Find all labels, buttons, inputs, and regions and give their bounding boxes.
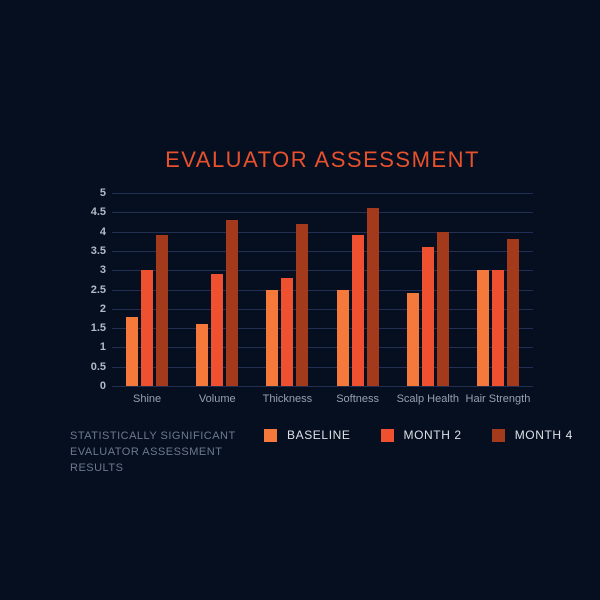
footnote: STATISTICALLY SIGNIFICANT EVALUATOR ASSE… bbox=[70, 428, 236, 476]
bar-cluster bbox=[476, 193, 519, 386]
bar-groups: Shine Volume Thickness Softness Scalp Health… bbox=[112, 193, 533, 411]
gridline bbox=[112, 347, 533, 349]
legend-item: MONTH 2 bbox=[380, 428, 462, 442]
x-axis-category-label: Shine bbox=[133, 393, 162, 405]
y-axis-tick-label: 2.5 bbox=[90, 283, 106, 296]
bar-group: Shine bbox=[112, 193, 182, 411]
gridline bbox=[112, 308, 533, 310]
bar-month-2 bbox=[281, 277, 294, 386]
footnote-line: RESULTS bbox=[70, 462, 124, 474]
legend-label: MONTH 2 bbox=[403, 428, 462, 442]
bar-month-4 bbox=[436, 231, 449, 386]
bar-month-2 bbox=[211, 274, 224, 386]
plot-area bbox=[112, 193, 533, 387]
y-axis: 5 4.5 4 3.5 3 2.5 2 1.5 1 0.5 0 bbox=[0, 187, 106, 392]
bar-month-4 bbox=[156, 235, 169, 386]
legend-swatch-icon bbox=[380, 428, 394, 442]
gridline bbox=[112, 231, 533, 233]
bar-month-4 bbox=[366, 208, 379, 386]
bar-baseline bbox=[126, 316, 139, 386]
x-axis-category-label: Thickness bbox=[262, 393, 313, 405]
gridline bbox=[112, 386, 533, 387]
bar-month-4 bbox=[506, 239, 519, 386]
gridline bbox=[112, 212, 533, 214]
y-axis-tick-label: 2 bbox=[99, 302, 106, 315]
legend-swatch-icon bbox=[264, 428, 277, 442]
y-axis-tick-label: 1.5 bbox=[90, 322, 106, 335]
bar-month-2 bbox=[351, 235, 364, 386]
bar-cluster bbox=[126, 193, 169, 386]
x-axis-category-label: Volume bbox=[198, 393, 236, 405]
legend-item: BASELINE bbox=[264, 428, 351, 442]
gridline bbox=[112, 328, 533, 330]
bar-group: Thickness bbox=[252, 193, 322, 411]
bar-month-2 bbox=[421, 247, 434, 386]
bar-month-2 bbox=[491, 270, 504, 386]
y-axis-tick-label: 4 bbox=[99, 225, 106, 238]
bar-month-4 bbox=[296, 223, 309, 386]
x-axis-category-label: Scalp Health bbox=[396, 393, 459, 405]
bar-month-4 bbox=[226, 220, 239, 386]
legend: BASELINE MONTH 2 MONTH 4 bbox=[264, 428, 573, 442]
gridline bbox=[112, 270, 533, 272]
chart-title: EVALUATOR ASSESSMENT bbox=[165, 147, 480, 172]
bar-month-2 bbox=[141, 270, 154, 386]
bar-cluster bbox=[266, 193, 309, 386]
y-axis-tick-label: 3.5 bbox=[90, 244, 106, 257]
legend-label: MONTH 4 bbox=[514, 428, 573, 442]
gridline bbox=[112, 366, 533, 368]
legend-label: BASELINE bbox=[287, 428, 351, 442]
y-axis-tick-label: 0.5 bbox=[90, 360, 106, 373]
footnote-line: STATISTICALLY SIGNIFICANT bbox=[70, 430, 236, 442]
bar-cluster bbox=[336, 193, 379, 386]
bar-group: Softness bbox=[323, 193, 393, 411]
y-axis-tick-label: 0 bbox=[99, 380, 106, 392]
gridline bbox=[112, 193, 533, 194]
bar-group: Hair Strength bbox=[463, 193, 533, 411]
y-axis-tick-label: 5 bbox=[99, 187, 106, 199]
y-axis-tick-label: 1 bbox=[99, 341, 106, 354]
bar-cluster bbox=[406, 193, 449, 386]
y-axis-tick-label: 3 bbox=[99, 264, 106, 277]
bar-cluster bbox=[196, 193, 239, 386]
legend-item: MONTH 4 bbox=[491, 428, 573, 442]
footnote-line: EVALUATOR ASSESSMENT bbox=[70, 446, 223, 458]
bar-baseline bbox=[266, 289, 279, 386]
bar-group: Volume bbox=[182, 193, 252, 411]
bar-group: Scalp Health bbox=[393, 193, 463, 411]
y-axis-tick-label: 4.5 bbox=[90, 206, 106, 219]
bar-baseline bbox=[406, 293, 419, 386]
gridline bbox=[112, 289, 533, 291]
x-axis-category-label: Softness bbox=[336, 393, 379, 405]
legend-swatch-icon bbox=[491, 428, 505, 442]
gridline bbox=[112, 250, 533, 252]
x-axis-category-label: Hair Strength bbox=[465, 393, 531, 405]
bar-baseline bbox=[196, 324, 209, 386]
bar-baseline bbox=[476, 270, 489, 386]
bar-baseline bbox=[336, 289, 349, 386]
